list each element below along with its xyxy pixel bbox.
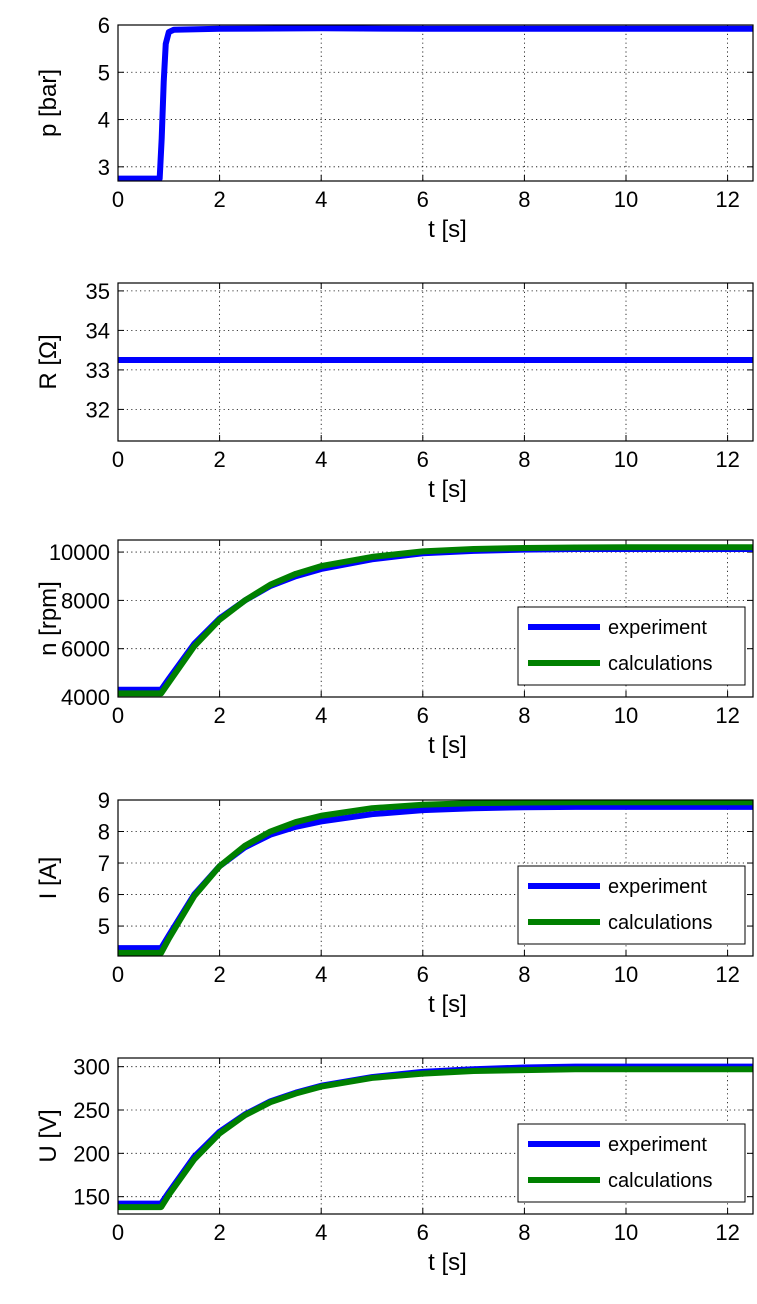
x-tick-label: 12 xyxy=(715,447,739,472)
x-tick-label: 10 xyxy=(614,703,638,728)
y-axis-label: R [Ω] xyxy=(35,334,62,389)
x-tick-label: 6 xyxy=(417,187,429,212)
x-tick-label: 0 xyxy=(112,1220,124,1245)
x-tick-label: 2 xyxy=(213,1220,225,1245)
legend-label-experiment: experiment xyxy=(608,1134,707,1156)
subplot-2: 0 2 4 6 8 10 12 32 33 34 35 t [s] R [Ω] xyxy=(35,279,754,503)
legend-label-experiment: experiment xyxy=(608,876,707,898)
x-tick-label: 8 xyxy=(518,703,530,728)
subplot-1: 0 2 4 6 8 10 12 3 4 5 6 t [s] p [bar] xyxy=(35,13,754,243)
y-tick-label: 33 xyxy=(86,358,110,383)
x-axis-label: t [s] xyxy=(428,991,467,1018)
x-tick-label: 0 xyxy=(112,703,124,728)
x-tick-label: 2 xyxy=(213,447,225,472)
y-tick-label: 4 xyxy=(98,108,110,133)
legend-label-calculations: calculations xyxy=(608,1170,713,1192)
series-line-calculations xyxy=(118,544,753,697)
x-tick-label: 12 xyxy=(715,962,739,987)
subplot-3: 0 2 4 6 8 10 12 4000 6000 8000 10000 t [s] n [rpm] ex… xyxy=(35,539,754,759)
series-line-calculations xyxy=(118,800,753,956)
x-tick-label: 2 xyxy=(213,962,225,987)
y-tick-label: 5 xyxy=(98,914,110,939)
y-tick-label: 35 xyxy=(86,279,110,304)
x-tick-label: 8 xyxy=(518,187,530,212)
x-tick-label: 0 xyxy=(112,187,124,212)
legend: experiment calculations xyxy=(517,865,746,945)
y-tick-label: 34 xyxy=(86,318,110,343)
x-tick-label: 10 xyxy=(614,1220,638,1245)
y-axis-label: U [V] xyxy=(35,1109,62,1162)
y-tick-label: 150 xyxy=(73,1185,110,1210)
series-line-data xyxy=(118,25,753,181)
x-tick-label: 4 xyxy=(315,447,327,472)
x-tick-label: 10 xyxy=(614,962,638,987)
y-tick-label: 3 xyxy=(98,155,110,180)
y-tick-label: 6 xyxy=(98,883,110,908)
x-tick-label: 6 xyxy=(417,1220,429,1245)
legend-label-calculations: calculations xyxy=(608,912,713,934)
x-tick-label: 4 xyxy=(315,187,327,212)
plot-area xyxy=(118,25,753,181)
subplot-4: 0 2 4 6 8 10 12 5 6 7 8 9 t [s] I [A] experiment calcul… xyxy=(35,788,754,1018)
y-tick-label: 250 xyxy=(73,1098,110,1123)
y-tick-label: 32 xyxy=(86,397,110,422)
subplot-5: 0 2 4 6 8 10 12 150 200 250 300 t [s] U [V] experimen… xyxy=(35,1055,754,1276)
y-tick-label: 6000 xyxy=(61,637,110,662)
y-tick-label: 9 xyxy=(98,788,110,813)
x-tick-label: 10 xyxy=(614,447,638,472)
y-tick-label: 10000 xyxy=(49,540,110,565)
legend-box xyxy=(517,606,746,686)
x-tick-label: 0 xyxy=(112,962,124,987)
x-tick-label: 8 xyxy=(518,962,530,987)
x-tick-label: 2 xyxy=(213,187,225,212)
x-tick-label: 4 xyxy=(315,703,327,728)
series-line-calculations xyxy=(118,1066,753,1211)
x-axis-label: t [s] xyxy=(428,732,467,759)
y-tick-label: 6 xyxy=(98,13,110,38)
legend-label-calculations: calculations xyxy=(608,653,713,675)
x-tick-label: 0 xyxy=(112,447,124,472)
x-tick-label: 12 xyxy=(715,703,739,728)
y-tick-label: 200 xyxy=(73,1141,110,1166)
y-axis-label: p [bar] xyxy=(35,69,62,137)
x-axis-label: t [s] xyxy=(428,216,467,243)
y-tick-label: 300 xyxy=(73,1055,110,1080)
y-tick-label: 5 xyxy=(98,60,110,85)
legend-box xyxy=(517,1123,746,1203)
x-axis-label: t [s] xyxy=(428,1249,467,1276)
legend: experiment calculations xyxy=(517,1123,746,1203)
x-tick-label: 10 xyxy=(614,187,638,212)
x-tick-label: 8 xyxy=(518,1220,530,1245)
plot-frame xyxy=(117,1057,754,1215)
x-tick-label: 4 xyxy=(315,962,327,987)
x-axis-label: t [s] xyxy=(428,476,467,503)
y-tick-label: 8 xyxy=(98,820,110,845)
plot-frame xyxy=(117,539,754,698)
x-tick-label: 2 xyxy=(213,703,225,728)
x-tick-label: 12 xyxy=(715,187,739,212)
y-tick-label: 8000 xyxy=(61,588,110,613)
x-tick-label: 8 xyxy=(518,447,530,472)
plot-frame xyxy=(117,799,754,957)
legend: experiment calculations xyxy=(517,606,746,686)
x-tick-label: 4 xyxy=(315,1220,327,1245)
x-tick-label: 6 xyxy=(417,703,429,728)
x-tick-label: 12 xyxy=(715,1220,739,1245)
x-tick-label: 6 xyxy=(417,447,429,472)
y-axis-label: n [rpm] xyxy=(35,581,62,656)
legend-label-experiment: experiment xyxy=(608,617,707,639)
plot-frame xyxy=(117,24,754,182)
y-tick-label: 4000 xyxy=(61,685,110,710)
y-tick-label: 7 xyxy=(98,851,110,876)
y-axis-label: I [A] xyxy=(35,857,62,900)
legend-box xyxy=(517,865,746,945)
x-tick-label: 6 xyxy=(417,962,429,987)
plot-frame xyxy=(117,282,754,442)
